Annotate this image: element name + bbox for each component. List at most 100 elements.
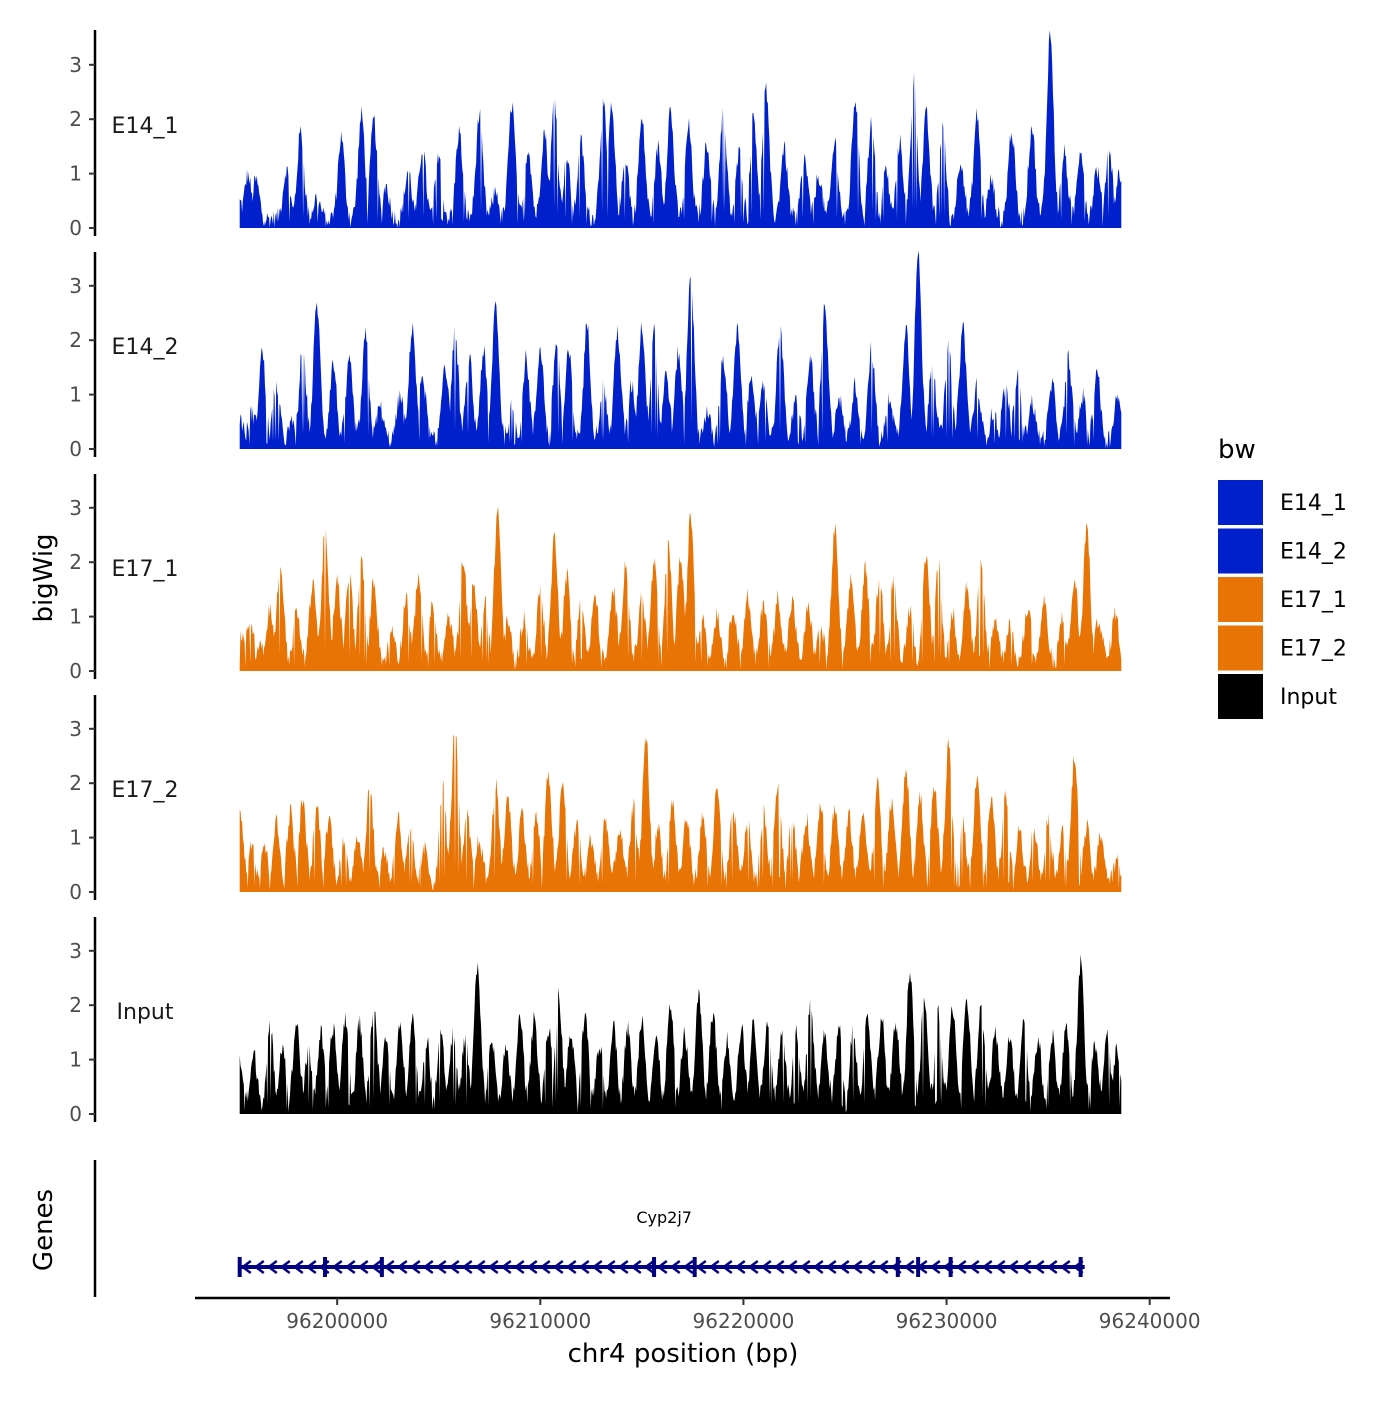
y-tick-label: 3: [69, 496, 82, 520]
strand-arrow: [1007, 1260, 1019, 1274]
strand-arrow: [578, 1260, 590, 1274]
signal-area-Input: [239, 954, 1122, 1114]
strand-arrow: [721, 1260, 733, 1274]
strand-arrow: [656, 1260, 668, 1274]
strand-arrow: [630, 1260, 642, 1274]
legend-label: E14_2: [1280, 540, 1347, 565]
legend-swatch: [1218, 528, 1263, 574]
legend-swatch: [1218, 625, 1263, 671]
strand-arrow: [396, 1260, 408, 1274]
legend-label: E17_1: [1280, 588, 1347, 613]
strand-arrow: [864, 1260, 876, 1274]
gene-name-label: Cyp2j7: [636, 1208, 692, 1227]
legend-label: Input: [1280, 685, 1337, 710]
strand-arrow: [994, 1260, 1006, 1274]
signal-area-E17_2: [239, 734, 1122, 892]
strand-arrow: [474, 1260, 486, 1274]
strand-arrow: [747, 1260, 759, 1274]
y-tick-label: 2: [69, 771, 82, 795]
strand-arrow: [773, 1260, 785, 1274]
strand-arrow: [409, 1260, 421, 1274]
x-axis-title: chr4 position (bp): [568, 1339, 799, 1369]
legend-swatch: [1218, 577, 1263, 622]
legend-title: bw: [1218, 435, 1256, 465]
gene-Cyp2j7: Cyp2j7: [237, 1208, 1085, 1277]
strand-arrow: [955, 1260, 967, 1274]
y-axis-title: bigWig: [29, 533, 59, 622]
strand-arrow: [357, 1260, 369, 1274]
y-tick-label: 2: [69, 328, 82, 352]
strand-arrow: [851, 1260, 863, 1274]
strand-arrow: [422, 1260, 434, 1274]
y-tick-label: 1: [69, 383, 82, 407]
strand-arrow: [682, 1260, 694, 1274]
strand-arrow: [734, 1260, 746, 1274]
y-tick-label: 3: [69, 717, 82, 741]
strand-arrow: [331, 1260, 343, 1274]
strand-arrow: [1020, 1260, 1032, 1274]
y-tick-label: 3: [69, 939, 82, 963]
strand-arrow: [1059, 1260, 1071, 1274]
y-tick-label: 3: [69, 53, 82, 77]
strand-arrow: [266, 1260, 278, 1274]
strand-arrow: [591, 1260, 603, 1274]
strand-arrow: [279, 1260, 291, 1274]
y-tick-label: 1: [69, 826, 82, 850]
strand-arrow: [500, 1260, 512, 1274]
track-E17_1: 0 1 2 3 E17_1: [69, 474, 1122, 683]
x-tick-label: 96230000: [896, 1309, 998, 1333]
track-E14_2: 0 1 2 3 E14_2: [69, 251, 1122, 461]
strand-arrow: [240, 1260, 252, 1274]
y-tick-label: 0: [69, 437, 82, 461]
strand-arrow: [604, 1260, 616, 1274]
strand-arrow: [799, 1260, 811, 1274]
y-tick-label: 0: [69, 880, 82, 904]
y-tick-label: 1: [69, 1048, 82, 1072]
y-tick-label: 2: [69, 993, 82, 1017]
strand-arrow: [669, 1260, 681, 1274]
strand-arrow: [981, 1260, 993, 1274]
strand-arrow: [1046, 1260, 1058, 1274]
genes-track-title: Genes: [29, 1189, 59, 1271]
y-tick-label: 1: [69, 605, 82, 629]
y-tick-label: 1: [69, 162, 82, 186]
x-tick-label: 96220000: [693, 1309, 795, 1333]
strand-arrow: [825, 1260, 837, 1274]
y-tick-label: 2: [69, 550, 82, 574]
track-label: E14_1: [112, 114, 179, 139]
strand-arrow: [448, 1260, 460, 1274]
track-Input: 0 1 2 3 Input: [69, 917, 1122, 1126]
strand-arrow: [552, 1260, 564, 1274]
track-E17_2: 0 1 2 3 E17_2: [69, 695, 1122, 904]
strand-arrow: [760, 1260, 772, 1274]
strand-arrow: [513, 1260, 525, 1274]
strand-arrow: [253, 1260, 265, 1274]
x-tick-label: 96210000: [489, 1309, 591, 1333]
strand-arrow: [305, 1260, 317, 1274]
strand-arrow: [786, 1260, 798, 1274]
x-axis: 96200000 96210000 96220000 96230000 96240000: [195, 1296, 1201, 1333]
strand-arrow: [565, 1260, 577, 1274]
strand-arrow: [643, 1260, 655, 1274]
strand-arrow: [708, 1260, 720, 1274]
strand-arrow: [370, 1260, 382, 1274]
strand-arrow: [539, 1260, 551, 1274]
x-tick-label: 96240000: [1099, 1309, 1201, 1333]
genes-layer: Cyp2j7: [93, 1160, 1085, 1297]
strand-arrow: [929, 1260, 941, 1274]
strand-arrow: [903, 1260, 915, 1274]
track-label: E17_2: [112, 778, 179, 803]
strand-arrow: [526, 1260, 538, 1274]
signal-area-E14_1: [239, 30, 1122, 228]
tracks-layer: 0 1 2 3 E14_1 0 1 2 3 E14_2 0 1 2 3 E17_1 0 1 2 3 E17_2 0 1 2 3…: [69, 30, 1122, 1126]
track-E14_1: 0 1 2 3 E14_1: [69, 30, 1122, 240]
y-tick-label: 0: [69, 1102, 82, 1126]
signal-area-E17_1: [239, 506, 1122, 671]
strand-arrow: [292, 1260, 304, 1274]
strand-arrow: [1033, 1260, 1045, 1274]
strand-arrow: [383, 1260, 395, 1274]
strand-arrow: [812, 1260, 824, 1274]
track-label: E14_2: [112, 335, 179, 360]
strand-arrow: [838, 1260, 850, 1274]
